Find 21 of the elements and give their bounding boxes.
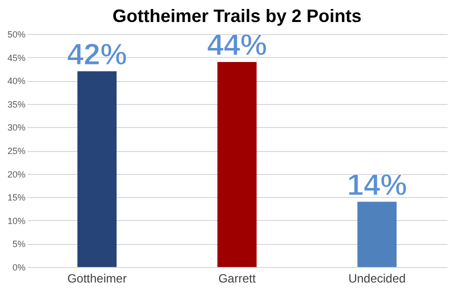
data-label: 14% xyxy=(346,168,408,202)
data-label: 44% xyxy=(206,28,268,62)
y-tick-label: 50% xyxy=(7,30,26,40)
y-tick-label: 25% xyxy=(7,146,26,156)
x-tick-label: Gottheimer xyxy=(67,272,127,286)
y-tick-label: 0% xyxy=(12,262,26,272)
y-tick-label: 45% xyxy=(7,52,26,63)
y-tick-label: 10% xyxy=(7,216,26,226)
bar xyxy=(217,62,257,267)
bar xyxy=(357,202,397,267)
chart-title: Gottheimer Trails by 2 Points xyxy=(112,6,362,26)
y-tick-label: 15% xyxy=(7,192,26,203)
x-tick-label: Undecided xyxy=(348,272,406,286)
x-tick-label: Garrett xyxy=(218,272,256,286)
y-tick-label: 20% xyxy=(7,169,26,180)
y-tick-label: 35% xyxy=(7,99,26,110)
y-tick-label: 5% xyxy=(12,239,26,250)
bar xyxy=(77,71,117,267)
y-tick-label: 40% xyxy=(7,76,26,86)
y-tick-label: 30% xyxy=(7,122,26,133)
data-label: 42% xyxy=(66,38,128,72)
